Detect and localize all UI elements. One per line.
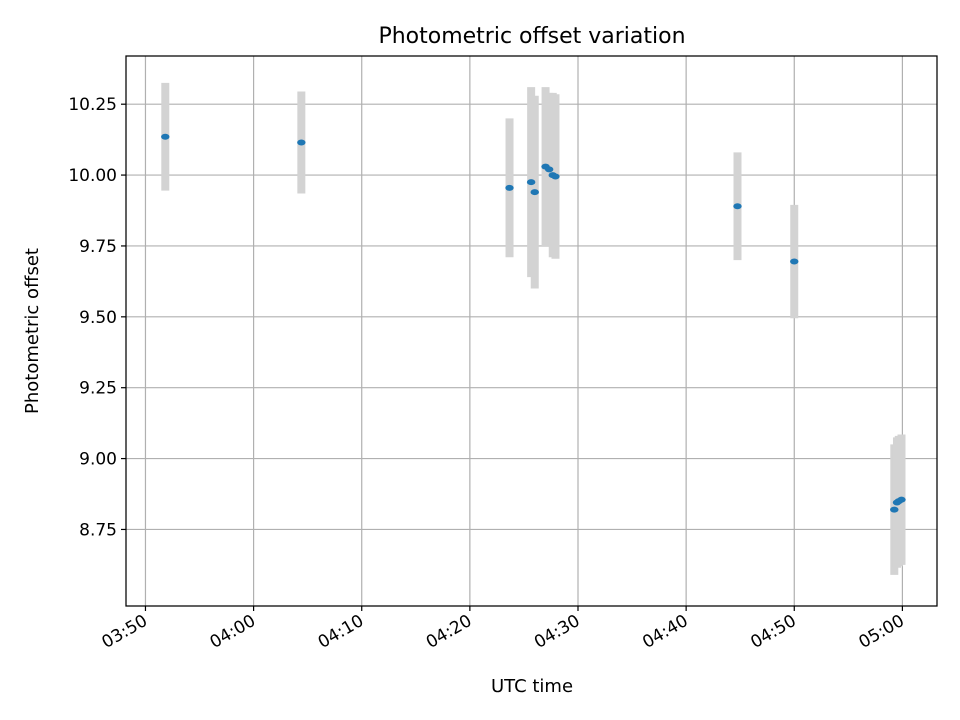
- data-point: [505, 184, 514, 191]
- x-tick-label: 05:00: [855, 611, 907, 653]
- x-tick-label: 04:40: [639, 611, 691, 653]
- x-tick-label: 04:10: [315, 611, 367, 653]
- data-point: [297, 139, 306, 146]
- x-tick-label: 04:20: [423, 611, 475, 653]
- data-points: [161, 133, 906, 513]
- data-point: [161, 133, 170, 140]
- data-point: [790, 258, 799, 265]
- y-tick-label: 9.50: [79, 308, 117, 328]
- data-point: [897, 496, 906, 503]
- x-tick-label: 04:00: [207, 611, 259, 653]
- x-tick-label: 04:50: [747, 611, 799, 653]
- data-point: [733, 203, 742, 210]
- y-tick-label: 9.75: [79, 237, 117, 257]
- y-axis: 8.75 9.00 9.25 9.50 9.75 10.00 10.25: [68, 95, 126, 540]
- y-tick-label: 10.25: [68, 95, 117, 115]
- plot-area: [125, 55, 938, 607]
- data-point: [551, 173, 560, 180]
- y-axis-label: Photometric offset: [22, 248, 43, 414]
- y-tick-label: 9.25: [79, 379, 117, 399]
- data-point: [526, 179, 536, 186]
- x-tick-label: 04:30: [531, 611, 583, 653]
- x-tick-label: 03:50: [99, 611, 151, 653]
- data-point: [544, 166, 554, 173]
- x-axis: 03:50 04:00 04:10 04:20 04:30 04:40 04:50 05:00: [99, 606, 908, 653]
- y-tick-label: 10.00: [68, 166, 117, 186]
- y-tick-label: 8.75: [79, 520, 117, 540]
- error-bars: [161, 82, 906, 575]
- chart-title: Photometric offset variation: [378, 24, 685, 49]
- data-point: [530, 189, 539, 196]
- x-axis-label: UTC time: [491, 676, 573, 697]
- y-tick-label: 9.00: [79, 450, 117, 470]
- data-point: [890, 506, 899, 513]
